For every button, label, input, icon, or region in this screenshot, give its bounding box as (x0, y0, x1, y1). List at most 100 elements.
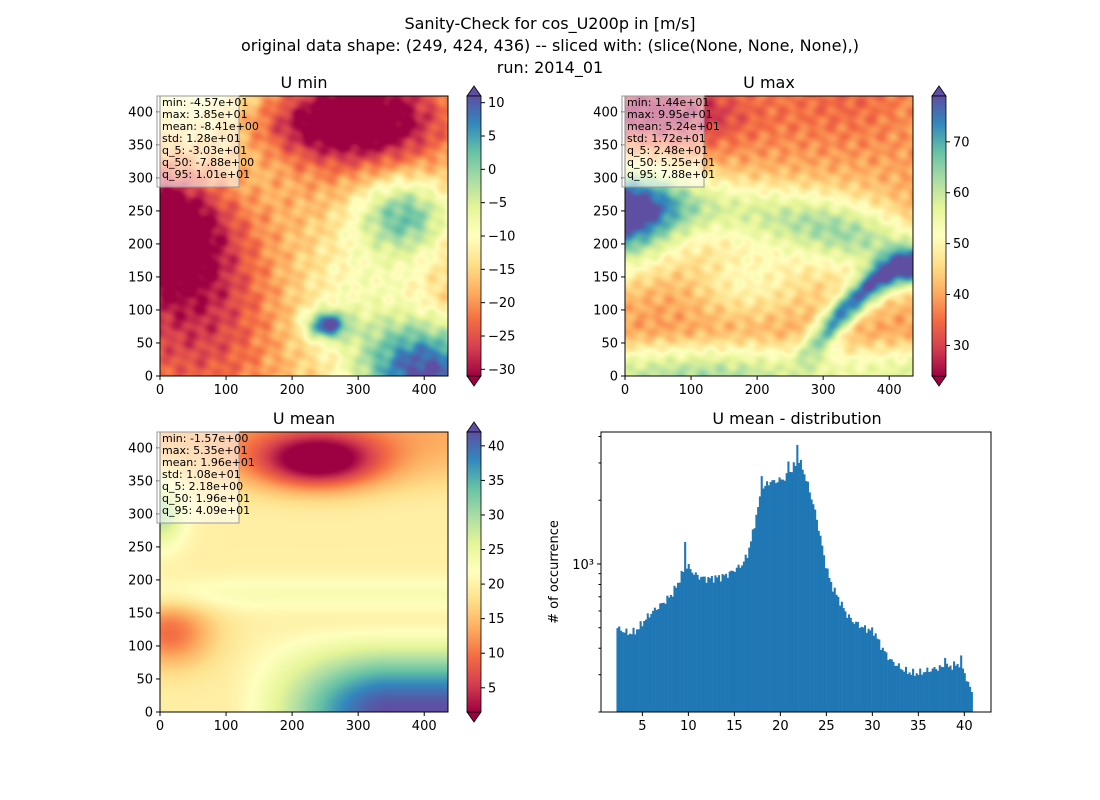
histogram-bar (869, 630, 872, 712)
histogram-bar (620, 630, 623, 712)
histogram-bar (687, 564, 690, 712)
histogram-bar (806, 481, 810, 712)
histogram-bar (766, 481, 769, 712)
figure-title-line-3: run: 2014_01 (497, 58, 603, 78)
histogram-bar (689, 569, 692, 712)
histogram-bar (913, 675, 916, 712)
histogram-bar (698, 579, 701, 712)
histogram-bar (774, 483, 778, 712)
x-tick-label: 0 (156, 383, 164, 398)
colorbar-extend-max (931, 85, 947, 97)
stats-box-background (156, 95, 240, 188)
x-tick-label: 300 (346, 383, 371, 398)
histogram-bar (634, 634, 637, 712)
histogram-bar (958, 667, 961, 712)
colorbar-tick-label: 70 (953, 135, 970, 150)
histogram-bar (732, 571, 735, 712)
histogram-bar (616, 628, 619, 712)
histogram-bar (764, 485, 767, 712)
colorbar-gradient (931, 95, 947, 377)
histogram-bar (953, 661, 956, 712)
histogram-bar (844, 611, 847, 712)
stat-line: min: 1.44e+01 (627, 96, 709, 109)
histogram-bar (903, 671, 906, 712)
stat-line: std: 1.28e+01 (162, 132, 241, 145)
histogram-bar (917, 674, 920, 712)
colorbar-tick-label: 35 (488, 474, 505, 489)
histogram-bar (680, 570, 683, 712)
histogram-bar (840, 601, 843, 712)
colorbar-u-mean: 40 35 30 25 20 15 10 5 (466, 421, 505, 723)
histogram-bar (839, 605, 842, 712)
y-tick-label: 100 (128, 303, 153, 318)
histogram-bar (856, 622, 859, 712)
colorbar-tick-label: 50 (953, 237, 970, 252)
stats-box-background (156, 431, 240, 524)
x-tick-label: 5 (638, 719, 646, 734)
x-tick-label: 0 (621, 383, 629, 398)
histogram-bar (960, 655, 963, 712)
histogram-bar (947, 667, 950, 712)
colorbar-extend-min (466, 711, 482, 723)
histogram-bar (904, 666, 908, 712)
stat-line: q_5: 2.48e+01 (627, 144, 708, 157)
histogram-bar (830, 581, 833, 712)
histogram-bar (757, 507, 760, 712)
histogram-bar (837, 596, 840, 712)
panel-title: U max (743, 73, 795, 92)
y-tick-label: 300 (593, 171, 618, 186)
histogram-bar (628, 633, 631, 712)
histogram-bar (693, 574, 696, 712)
y-tick-label: 400 (128, 105, 153, 120)
histogram-bar (644, 619, 648, 712)
histogram-bar (967, 681, 970, 712)
histogram-bar (894, 665, 897, 712)
stat-line: max: 3.85e+01 (162, 108, 248, 121)
histogram-bar (639, 621, 642, 712)
plot-frame (159, 431, 449, 713)
histogram-bar (669, 594, 672, 712)
histogram-bar (796, 444, 799, 712)
histogram-bar (709, 578, 712, 712)
panel-title: U mean (273, 409, 335, 428)
histogram-bar (862, 627, 865, 712)
y-tick-label: 50 (601, 336, 618, 351)
histogram-bar (906, 673, 909, 712)
plot-frame (624, 95, 914, 377)
histogram-bar (659, 603, 662, 712)
histogram-bar (773, 480, 776, 712)
histogram-bar (753, 528, 756, 712)
histogram-bar (742, 561, 745, 712)
histogram-bar (810, 499, 813, 712)
y-axis: 10³ (572, 435, 601, 713)
x-axis: 0 100 200 300 400 (156, 376, 437, 398)
histogram-bar (970, 691, 973, 712)
histogram-bar (625, 628, 628, 712)
histogram-bar (812, 504, 815, 712)
x-tick-label: 200 (280, 719, 305, 734)
histogram-bar (896, 665, 899, 712)
x-tick-label: 100 (679, 383, 704, 398)
histogram-bar (623, 632, 626, 712)
stat-line: q_5: -3.03e+01 (162, 144, 247, 157)
stat-line: min: -4.57e+01 (162, 96, 248, 109)
histogram-bar (778, 477, 781, 712)
histogram-bar (915, 673, 918, 712)
histogram-bar (776, 482, 779, 712)
stat-line: max: 5.35e+01 (162, 444, 248, 457)
histogram-bar (942, 667, 945, 712)
histogram-bar (700, 576, 703, 712)
x-tick-label: 100 (214, 719, 239, 734)
histogram-bar (721, 574, 724, 712)
histogram-bar (956, 663, 959, 712)
y-tick-label: 0 (145, 370, 153, 385)
y-tick-label: 200 (128, 573, 153, 588)
histogram-bar (755, 514, 758, 712)
histogram-bar (803, 474, 806, 712)
histogram-bar (641, 626, 644, 712)
colorbar-tick-label: −5 (488, 196, 507, 211)
colorbar-tick-label: −15 (488, 263, 515, 278)
histogram-bar (808, 492, 811, 712)
histogram-bar (817, 530, 820, 712)
histogram-bar (750, 541, 753, 712)
